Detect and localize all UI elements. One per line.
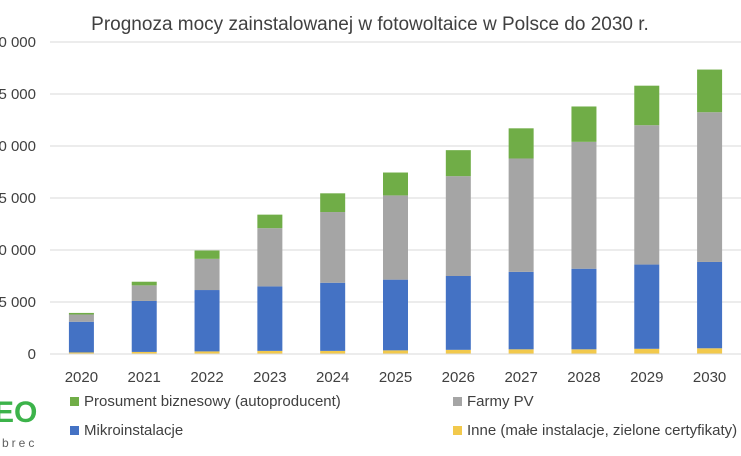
bars — [68, 69, 723, 354]
bar-segment — [257, 286, 283, 351]
bar-segment — [194, 250, 220, 259]
bar-segment — [571, 106, 597, 142]
bar-segment — [257, 214, 283, 229]
bar-segment — [68, 352, 94, 354]
bar-segment — [194, 290, 220, 352]
logo-letters: EO — [0, 396, 37, 429]
bar-segment — [508, 128, 534, 159]
bar-segment — [445, 176, 471, 276]
bar-segment — [68, 321, 94, 353]
bar-segment — [320, 282, 346, 351]
x-tick-label: 2027 — [504, 369, 537, 386]
bar-segment — [697, 348, 723, 354]
x-tick-label: 2028 — [567, 369, 600, 386]
legend-label: Mikroinstalacje — [84, 422, 183, 439]
x-tick-label: 2023 — [253, 369, 286, 386]
bar-segment — [383, 279, 408, 351]
bar-segment — [697, 112, 723, 262]
bar-segment — [634, 348, 660, 354]
bar-segment — [571, 141, 597, 269]
bar-segment — [194, 258, 220, 291]
x-tick-label: 2025 — [379, 369, 412, 386]
bar-segment — [508, 271, 534, 350]
bar-segment — [383, 195, 408, 280]
y-tick-label: 10 000 — [0, 242, 36, 259]
x-tick-label: 2030 — [693, 369, 726, 386]
bar-segment — [634, 264, 660, 349]
legend-label: Inne (małe instalacje, zielone certyfika… — [467, 422, 737, 439]
y-tick-label: 20 000 — [0, 138, 36, 155]
bar-segment — [571, 349, 597, 354]
bar-segment — [445, 276, 471, 350]
bar-segment — [131, 300, 157, 352]
x-tick-label: 2024 — [316, 369, 349, 386]
legend-swatch — [70, 397, 79, 406]
legend: Prosument biznesowy (autoproducent) Farmy… — [70, 393, 737, 439]
bar-segment — [320, 212, 346, 283]
legend-swatch — [70, 426, 79, 435]
bar-segment — [131, 285, 157, 301]
bar-segment — [571, 268, 597, 350]
legend-label: Prosument biznesowy (autoproducent) — [84, 393, 341, 410]
bar-segment — [383, 172, 408, 196]
legend-swatch — [453, 397, 462, 406]
bar-segment — [194, 351, 220, 354]
bar-segment — [697, 69, 723, 113]
y-axis-tick-labels: 0 5 000 10 000 15 000 20 000 25 000 30 000 — [0, 34, 36, 363]
y-tick-label: 25 000 — [0, 86, 36, 103]
x-axis-tick-labels: 2020 2021 2022 2023 2024 2025 2026 2027 2028 2029… — [65, 369, 727, 386]
bar-segment — [508, 158, 534, 272]
legend-swatch — [453, 426, 462, 435]
bar-segment — [383, 350, 408, 354]
x-tick-label: 2029 — [630, 369, 663, 386]
bar-segment — [131, 281, 157, 286]
bar-segment — [445, 150, 471, 177]
bar-segment — [131, 351, 157, 354]
bar-segment — [68, 312, 94, 315]
legend-label: Farmy PV — [467, 393, 534, 410]
x-tick-label: 2021 — [128, 369, 161, 386]
bar-segment — [320, 350, 346, 354]
chart-title: Prognoza mocy zainstalowanej w fotowolta… — [91, 14, 649, 35]
logo: EO brec — [0, 396, 37, 450]
bar-segment — [68, 314, 94, 322]
x-tick-label: 2022 — [190, 369, 223, 386]
y-tick-label: 30 000 — [0, 34, 36, 51]
y-tick-label: 15 000 — [0, 190, 36, 207]
bar-segment — [445, 349, 471, 354]
bar-segment — [257, 228, 283, 287]
bar-segment — [320, 193, 346, 213]
bar-segment — [634, 85, 660, 126]
y-tick-label: 0 — [28, 346, 36, 363]
bar-segment — [697, 261, 723, 349]
bar-segment — [634, 125, 660, 265]
x-tick-label: 2026 — [442, 369, 475, 386]
y-tick-label: 5 000 — [0, 294, 36, 311]
logo-subtext: brec — [2, 436, 37, 450]
bar-segment — [508, 349, 534, 354]
x-tick-label: 2020 — [65, 369, 98, 386]
bar-segment — [257, 350, 283, 354]
